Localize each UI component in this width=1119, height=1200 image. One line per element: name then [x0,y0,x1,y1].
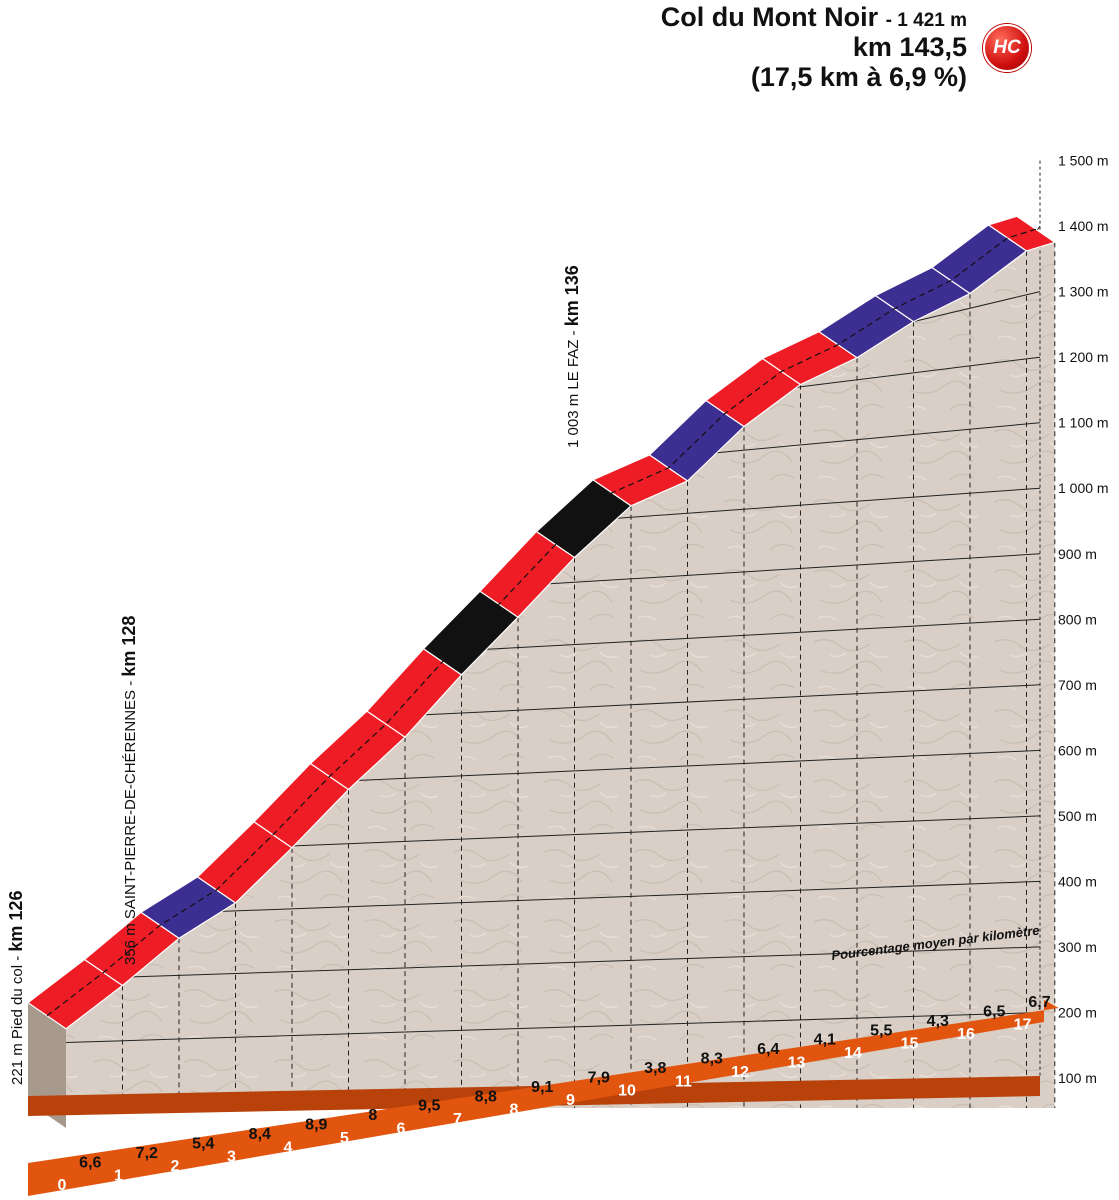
base-band [28,1000,1059,1196]
km-tick-label: 11 [675,1073,692,1090]
gradient-label: 6,4 [757,1041,779,1058]
category-badge: HC [983,24,1031,72]
gradient-label: 6,7 [1028,994,1050,1011]
altitude-gridline [716,422,1041,454]
altitude-gridline [796,356,1041,388]
waypoint-altitude: 356 m [122,919,139,965]
waypoint-route-km: km 128 [119,616,139,677]
altitude-gridline [65,1012,1041,1043]
gradient-label: 8,3 [701,1051,723,1068]
altitude-tick-label: 700 m [1058,677,1097,693]
altitude-gridline [913,291,1041,323]
altitude-tick-label: 1 300 m [1058,284,1109,300]
waypoint-route-km: km 126 [6,891,26,952]
gradient-label: 5,4 [192,1135,214,1152]
gradient-label: 6,5 [983,1003,1005,1020]
gradient-label: 7,9 [588,1069,610,1086]
km-tick-label: 6 [397,1120,406,1137]
waypoint-route-km: km 136 [562,265,582,326]
km-tick-label: 2 [171,1158,180,1175]
waypoint-label: 1 003 m LE FAZ - km 136 [562,265,582,448]
waypoint-altitude: 221 m [9,1039,26,1085]
altitude-tick-label: 400 m [1058,873,1097,889]
altitude-gridline [358,749,1041,781]
gradient-label: 5,5 [870,1022,892,1039]
waypoint-name: LE FAZ - [565,326,582,389]
terrain-area [66,242,1055,1109]
gradient-label: 7,2 [136,1145,158,1162]
gradient-label: 8,9 [305,1117,327,1134]
gradient-label: 4,1 [814,1032,836,1049]
km-tick-label: 3 [227,1149,236,1166]
summit-altitude: - 1 421 m [885,10,967,31]
altitude-gridline [486,618,1041,650]
summit-title: Col du Mont Noir - 1 421 m [661,2,967,33]
gradient-label: 9,1 [531,1079,553,1096]
km-tick-label: 0 [58,1177,67,1194]
road-centerline [46,228,1036,1017]
km-tick-label: 9 [566,1092,575,1109]
km-tick-label: 5 [340,1130,349,1147]
waypoint-altitude: 1 003 m [565,390,582,448]
km-tick-label: 16 [957,1026,975,1043]
gradient-label: 3,8 [644,1060,666,1077]
altitude-gridline [132,946,1041,978]
road-ribbon [26,215,1057,1030]
gradient-label: 6,6 [79,1154,101,1171]
altitude-tick-label: 1 200 m [1058,349,1109,365]
km-tick-label: 13 [788,1054,806,1071]
altitude-gridline [293,815,1041,847]
altitude-tick-label: 1 100 m [1058,415,1109,431]
base-band-front [28,1000,1059,1196]
grid [65,160,1056,1108]
altitude-tick-label: 1 000 m [1058,480,1109,496]
gradient-label: 8,8 [475,1088,497,1105]
altitude-tick-label: 800 m [1058,611,1097,627]
summit-name: Col du Mont Noir [660,2,879,32]
km-tick-label: 8 [510,1102,519,1119]
km-tick-label: 1 [114,1168,123,1185]
km-tick-label: 17 [1014,1017,1032,1034]
climb-summary: (17,5 km à 6,9 %) [750,62,967,92]
waypoint-label: 356 m SAINT-PIERRE-DE-CHÉRENNES - km 128 [119,616,139,965]
altitude-tick-label: 1 400 m [1058,218,1109,234]
km-tick-label: 14 [844,1045,862,1062]
waypoint-name: Pied du col - [9,952,26,1040]
km-tick-label: 4 [284,1139,293,1156]
gradient-label: 8,4 [249,1126,271,1143]
gradient-label: 9,5 [418,1098,440,1115]
altitude-tick-label: 1 500 m [1058,153,1109,169]
terrain-face [66,242,1055,1109]
waypoint-label: 221 m Pied du col - km 126 [6,891,26,1085]
km-tick-label: 12 [731,1064,749,1081]
summit-km: km 143,5 [852,32,967,62]
altitude-tick-label: 200 m [1058,1005,1097,1021]
km-tick-label: 10 [618,1083,636,1100]
altitude-tick-label: 900 m [1058,546,1097,562]
gradient-label: 4,3 [927,1013,949,1030]
altitude-gridline [425,684,1041,716]
km-tick-label: 15 [901,1036,919,1053]
gradient-label: 8 [368,1107,377,1124]
altitude-tick-label: 100 m [1058,1070,1097,1086]
km-tick-label: 7 [453,1111,462,1128]
waypoint-name: SAINT-PIERRE-DE-CHÉRENNES - [122,677,139,920]
altitude-tick-label: 500 m [1058,808,1097,824]
altitude-tick-label: 300 m [1058,939,1097,955]
altitude-tick-label: 600 m [1058,742,1097,758]
